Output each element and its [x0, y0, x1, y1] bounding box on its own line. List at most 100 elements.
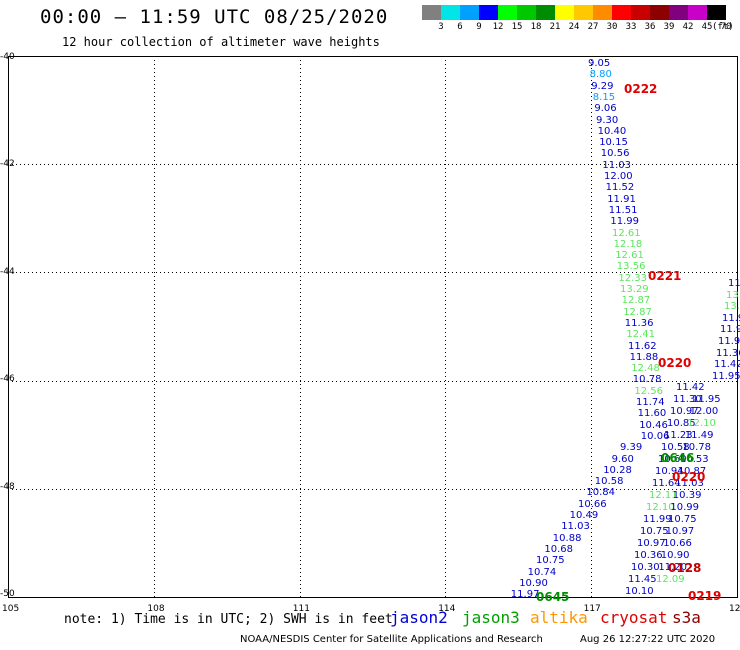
wave-height-value: 12.87 — [623, 306, 652, 318]
latitude-label: -40 — [0, 52, 15, 62]
wave-height-value: 10.56 — [600, 148, 630, 160]
wave-height-value: 10.87 — [677, 466, 707, 477]
color-swatch-label: 21 — [549, 22, 561, 32]
color-swatch — [574, 5, 593, 20]
wave-height-value: 10.58 — [661, 442, 690, 453]
wave-height-value: 12.10 — [646, 502, 675, 513]
wave-height-value: 8.15 — [592, 91, 616, 103]
wave-height-value: 9.30 — [596, 114, 619, 126]
color-swatch-label: 18 — [530, 22, 542, 32]
wave-height-value: 11 — [728, 278, 740, 289]
wave-height-value: 12.00 — [604, 171, 633, 182]
wave-height-value: 9.29 — [591, 80, 614, 92]
color-swatch-label: 42 — [682, 22, 694, 32]
wave-height-value: 11.03 — [602, 159, 632, 171]
wave-height-value: 11.52 — [605, 182, 635, 194]
color-swatch-label: 6 — [457, 22, 463, 32]
wave-height-value: 12.61 — [612, 227, 641, 239]
color-swatch — [650, 5, 669, 20]
wave-height-value: 10.75 — [668, 514, 697, 525]
wave-height-value: 10.90 — [660, 550, 690, 561]
wave-height-value: 11.30 — [673, 394, 702, 405]
wave-height-value: 10.75 — [536, 555, 565, 567]
wave-height-value: 10.75 — [640, 526, 669, 537]
longitude-label: 117 — [583, 604, 601, 614]
wave-height-value: 12.10 — [687, 418, 716, 429]
wave-height-value: 11.42 — [714, 359, 740, 371]
color-swatch — [517, 5, 536, 20]
wave-height-value: 12.00 — [689, 406, 719, 417]
wave-height-value: 10.85 — [667, 418, 696, 429]
pass-time-label: 0645 — [536, 590, 570, 604]
longitude-label: 114 — [438, 604, 456, 614]
wave-height-value: 8.80 — [589, 69, 612, 81]
wave-height-value: 12.56 — [634, 385, 664, 397]
color-swatch-label: 30 — [606, 22, 618, 32]
wave-height-value: 12.48 — [631, 363, 660, 375]
wave-height-value: 10.36 — [634, 550, 663, 561]
color-swatch-label: 9 — [476, 22, 482, 32]
wave-height-value: 10.66 — [578, 498, 607, 510]
wave-height-value: 13.3 — [724, 301, 740, 313]
wave-height-value: 10.68 — [544, 543, 574, 555]
wave-height-value: 11.49 — [684, 430, 714, 441]
longitude-label: 108 — [147, 604, 165, 614]
wave-height-value: 10.88 — [552, 532, 582, 544]
satellite-legend-item: cryosat — [600, 608, 668, 627]
wave-height-value: 9.05 — [588, 58, 611, 69]
color-swatch — [441, 5, 460, 20]
color-swatch — [555, 5, 574, 20]
wave-height-value: 11.03 — [561, 521, 590, 533]
wave-height-value: 13.0 — [726, 289, 740, 301]
wave-height-value: 11.62 — [628, 340, 657, 352]
color-swatch — [536, 5, 555, 20]
wave-height-value: 10.39 — [672, 490, 702, 501]
wave-height-value: 10.90 — [519, 577, 548, 589]
color-swatch-label: 39 — [663, 22, 675, 32]
wave-height-value: 10.30 — [631, 562, 660, 573]
wave-height-value: 10.53 — [680, 454, 709, 465]
wave-height-value: 10.66 — [663, 538, 692, 549]
wave-height-value: 11.64 — [652, 478, 681, 489]
wave-height-value: 11.97 — [510, 589, 540, 601]
wave-height-value: 10.60 — [658, 454, 687, 465]
wave-height-value: 10.78 — [682, 442, 712, 453]
map-frame — [8, 56, 738, 598]
wave-height-value: 11.99 — [643, 514, 672, 525]
wave-height-value: 11.20 — [658, 562, 688, 573]
wave-height-value: 12.87 — [621, 295, 651, 307]
color-swatch — [631, 5, 650, 20]
wave-height-value: 12.11 — [649, 490, 678, 501]
longitude-label: 120 — [729, 604, 740, 614]
color-swatch — [479, 5, 498, 20]
latitude-label: -48 — [0, 481, 15, 492]
wave-height-value: 10.97 — [637, 538, 666, 549]
wave-height-value: 10.06 — [640, 430, 670, 442]
wave-height-value: 12.09 — [656, 574, 685, 585]
wave-height-value: 10.28 — [603, 464, 632, 476]
latitude-label: -46 — [0, 374, 15, 385]
wave-height-value: 11.45 — [628, 574, 657, 585]
wave-height-value: 10.94 — [655, 466, 684, 477]
satellite-legend-item: s3a — [672, 608, 701, 627]
wave-height-value: 10.97 — [665, 526, 695, 537]
wave-height-value: 11.92 — [722, 312, 740, 324]
color-scale-unit: (ft) — [712, 22, 734, 32]
wave-height-value: 11.60 — [637, 408, 667, 420]
wave-height-value: 10.40 — [597, 125, 627, 137]
wave-height-value: 10.49 — [569, 510, 599, 521]
wave-height-value: 11.99 — [610, 216, 640, 228]
pass-time-label: 0220 — [672, 470, 706, 484]
wave-height-value: 12.41 — [626, 329, 656, 341]
color-swatch-label: 15 — [511, 22, 523, 32]
wave-height-value: 13.56 — [616, 261, 646, 273]
color-swatch-label: 36 — [644, 22, 656, 32]
page-subtitle: 12 hour collection of altimeter wave hei… — [62, 35, 380, 49]
longitude-label: 111 — [292, 604, 310, 614]
map-plot-area — [8, 56, 738, 598]
wave-height-value: 13.29 — [620, 284, 649, 295]
wave-height-value: 10.58 — [594, 476, 624, 488]
latitude-label: -42 — [0, 159, 15, 170]
wave-height-value: 11.91 — [607, 193, 636, 205]
